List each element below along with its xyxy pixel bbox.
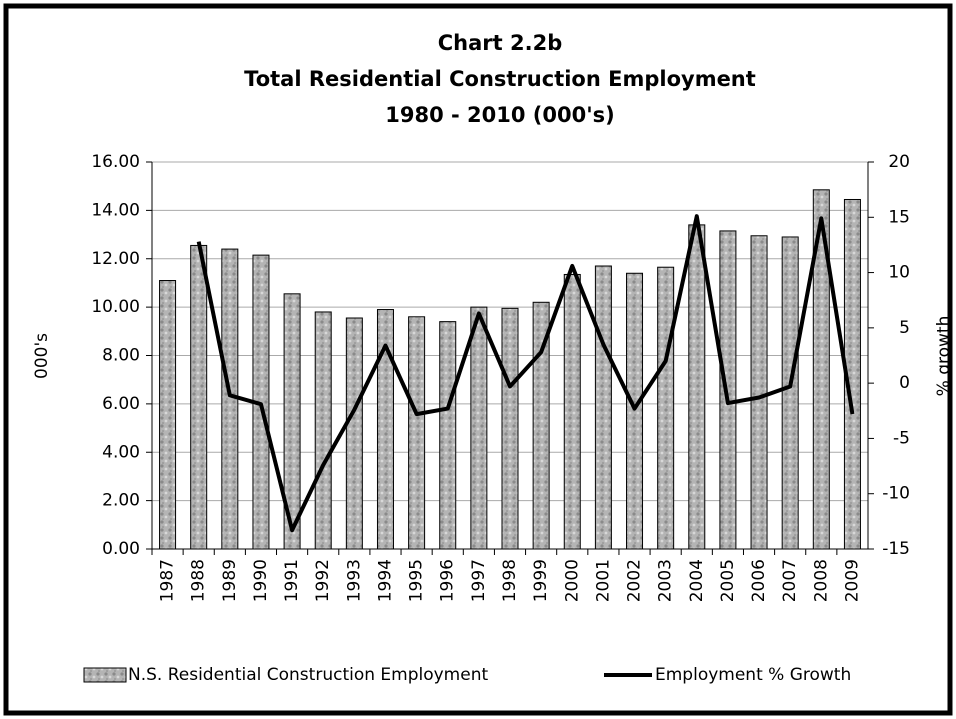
x-tick-label: 2006 [749,559,769,602]
x-tick-label: 2009 [842,559,862,602]
chart-title: Total Residential Construction Employmen… [244,67,756,91]
y-tick-label: 4.00 [102,442,140,462]
x-tick-label: 2007 [780,559,800,602]
bar [439,321,457,550]
chart-title: Chart 2.2b [438,31,562,55]
bar [190,244,208,550]
y2-tick-label: -10 [882,484,910,504]
bar [470,306,488,550]
x-tick-label: 1993 [344,559,364,602]
y-tick-label: 2.00 [102,491,140,511]
y2-tick-label: -5 [893,428,910,448]
legend-label: Employment % Growth [655,665,851,685]
x-tick-label: 1987 [158,559,178,602]
x-tick-label: 1989 [220,559,240,602]
y2-tick-label: 0 [899,373,910,393]
y2-tick-label: 20 [888,152,910,172]
chart-title: 1980 - 2010 (000's) [385,103,615,127]
x-tick-label: 1990 [251,559,271,602]
x-tick-label: 2000 [562,559,582,602]
y2-tick-label: 15 [888,207,910,227]
x-tick-label: 2002 [625,559,645,602]
bar [594,265,612,550]
bar [750,235,768,550]
bar [314,311,332,550]
bar [626,272,644,550]
x-tick-label: 1999 [531,559,551,602]
y-axis-label: 000's [32,333,52,379]
y-tick-label: 10.00 [91,297,140,317]
y-tick-label: 0.00 [102,539,140,559]
bar [408,316,426,550]
x-tick-label: 1992 [313,559,333,602]
x-tick-label: 2004 [687,559,707,602]
x-tick-label: 1991 [282,559,302,602]
y2-tick-label: 10 [888,263,910,283]
y2-tick-label: -15 [882,539,910,559]
y-tick-label: 12.00 [91,249,140,269]
x-tick-label: 2005 [718,559,738,602]
x-tick-label: 2003 [656,559,676,602]
y-tick-label: 8.00 [102,346,140,366]
y2-axis-label: % growth [934,316,954,397]
bar [563,273,581,550]
y2-tick-label: 5 [899,318,910,338]
x-tick-label: 1997 [469,559,489,602]
bar [501,307,519,550]
bar [781,236,799,550]
legend-swatch [83,667,127,683]
y-tick-label: 6.00 [102,394,140,414]
x-tick-label: 2008 [811,559,831,602]
bar [657,266,675,550]
x-tick-label: 1994 [375,559,395,602]
x-tick-label: 1998 [500,559,520,602]
x-tick-label: 1988 [189,559,209,602]
bar [719,230,737,550]
x-tick-label: 1995 [407,559,427,602]
bar [221,248,239,550]
y-tick-label: 14.00 [91,200,140,220]
bar [688,224,706,550]
x-tick-label: 2001 [593,559,613,602]
y-tick-label: 16.00 [91,152,140,172]
bar [159,280,177,550]
line [196,214,855,533]
bar [345,317,363,550]
x-tick-label: 1996 [438,559,458,602]
legend-label: N.S. Residential Construction Employment [128,665,488,685]
